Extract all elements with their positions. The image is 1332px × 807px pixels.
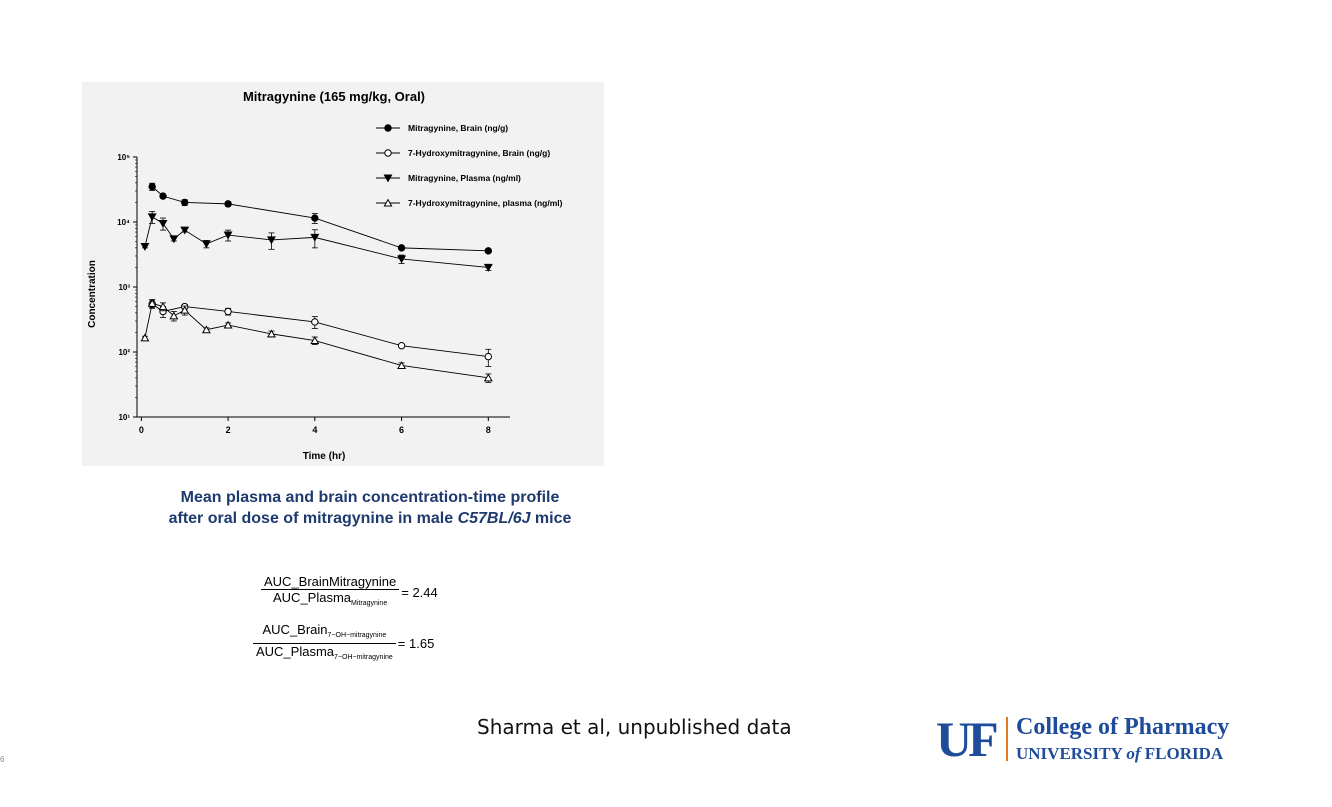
data-point [397,255,407,264]
legend-marker [384,124,392,132]
data-point [311,214,319,222]
legend-entry: Mitragynine, Plasma (ng/ml) [376,173,521,183]
data-point [169,311,179,320]
citation: Sharma et al, unpublished data [477,715,792,739]
data-point [483,263,493,272]
logo-college-name: College of Pharmacy [1016,714,1230,740]
data-point [310,233,320,242]
data-point [158,219,168,228]
data-point [224,307,232,316]
data-point [180,226,190,235]
data-point [223,320,233,329]
logo-line2-of: of [1126,744,1141,763]
caption-line1: Mean plasma and brain concentration-time… [180,489,560,506]
ratio2-value: = 1.65 [397,636,435,651]
legend-label: Mitragynine, Brain (ng/g) [408,123,508,133]
data-point [310,336,320,345]
x-axis-label: Time (hr) [303,451,346,462]
ratio1-denominator-sub: Mitragynine [351,600,388,607]
x-tick-label: 6 [399,425,404,435]
data-point [266,236,276,245]
auc-ratio-mitragynine: AUC_BrainMitragynine AUC_PlasmaMitragyni… [261,574,438,611]
legend-entry: 7-Hydroxymitragynine, plasma (ng/ml) [376,198,563,208]
series-1 [148,182,493,255]
y-tick-label: 10⁴ [117,218,130,227]
concentration-time-chart: Mitragynine (165 mg/kg, Oral) Time (hr) … [87,89,563,462]
ratio1-numerator: AUC_BrainMitragynine [264,574,397,589]
x-tick-label: 2 [226,425,231,435]
caption-line2-prefix: after oral dose of mitragynine in male [168,510,458,527]
data-point [158,302,168,311]
logo-divider [1006,717,1008,761]
legend-marker [383,174,393,183]
series-line [151,303,489,358]
caption-line2-suffix: mice [530,510,572,527]
y-tick-label: 10¹ [118,413,130,422]
data-point [159,192,167,200]
data-point [181,198,189,207]
figure-caption: Mean plasma and brain concentration-time… [120,487,620,529]
legend-entry: Mitragynine, Brain (ng/g) [376,123,508,133]
data-point [483,373,493,382]
series-3 [140,211,493,272]
data-point [311,318,319,326]
uf-college-of-pharmacy-logo: UF College of Pharmacy UNIVERSITY of FLO… [936,713,1236,765]
logo-university-name: UNIVERSITY of FLORIDA [1016,744,1223,764]
data-point [224,200,232,208]
data-point [147,298,157,307]
data-point [148,182,156,191]
data-point [484,247,493,255]
data-point [484,352,493,361]
auc-ratio-7oh: AUC_Brain7−OH−mitragynine AUC_Plasma7−OH… [253,622,434,665]
y-tick-label: 10² [118,348,130,357]
legend-label: 7-Hydroxymitragynine, plasma (ng/ml) [408,198,563,208]
y-axis-label: Concentration [87,260,98,328]
x-tick-label: 0 [139,425,144,435]
logo-line2-a: UNIVERSITY [1016,744,1127,763]
chart-panel: Mitragynine (165 mg/kg, Oral) Time (hr) … [82,82,604,466]
slide-number: 6 [0,755,5,764]
legend-marker [384,149,392,157]
data-point [223,231,233,240]
data-point [397,342,406,350]
series-4 [140,298,493,383]
data-point [397,244,406,252]
data-point [140,242,150,251]
y-tick-label: 10³ [118,283,130,292]
data-point [201,240,211,249]
legend-marker [383,198,393,207]
ratio2-numerator: AUC_Brain [262,622,328,637]
x-tick-label: 4 [312,425,317,435]
x-tick-label: 8 [486,425,491,435]
ratio1-denominator: AUC_Plasma [273,590,352,605]
data-point [140,333,150,342]
ratio1-value: = 2.44 [401,585,438,600]
series-line [144,216,489,268]
logo-line2-b: FLORIDA [1140,744,1224,763]
data-point [147,213,157,222]
data-point [201,325,211,334]
legend-entry: 7-Hydroxymitragynine, Brain (ng/g) [376,148,550,158]
legend-label: Mitragynine, Plasma (ng/ml) [408,173,521,183]
uf-logo-mark: UF [936,711,999,767]
ratio2-denominator: AUC_Plasma [256,644,335,659]
chart-title: Mitragynine (165 mg/kg, Oral) [243,89,425,104]
data-point [397,361,407,369]
caption-strain: C57BL/6J [457,510,531,527]
series-2 [148,299,493,367]
data-point [169,235,179,244]
legend-label: 7-Hydroxymitragynine, Brain (ng/g) [408,148,550,158]
ratio2-numerator-sub: 7−OH−mitragynine [327,632,387,639]
y-tick-label: 10⁵ [117,153,130,162]
data-point [266,329,276,338]
data-point [180,305,190,314]
ratio2-denominator-sub: 7−OH−mitragynine [334,654,393,661]
